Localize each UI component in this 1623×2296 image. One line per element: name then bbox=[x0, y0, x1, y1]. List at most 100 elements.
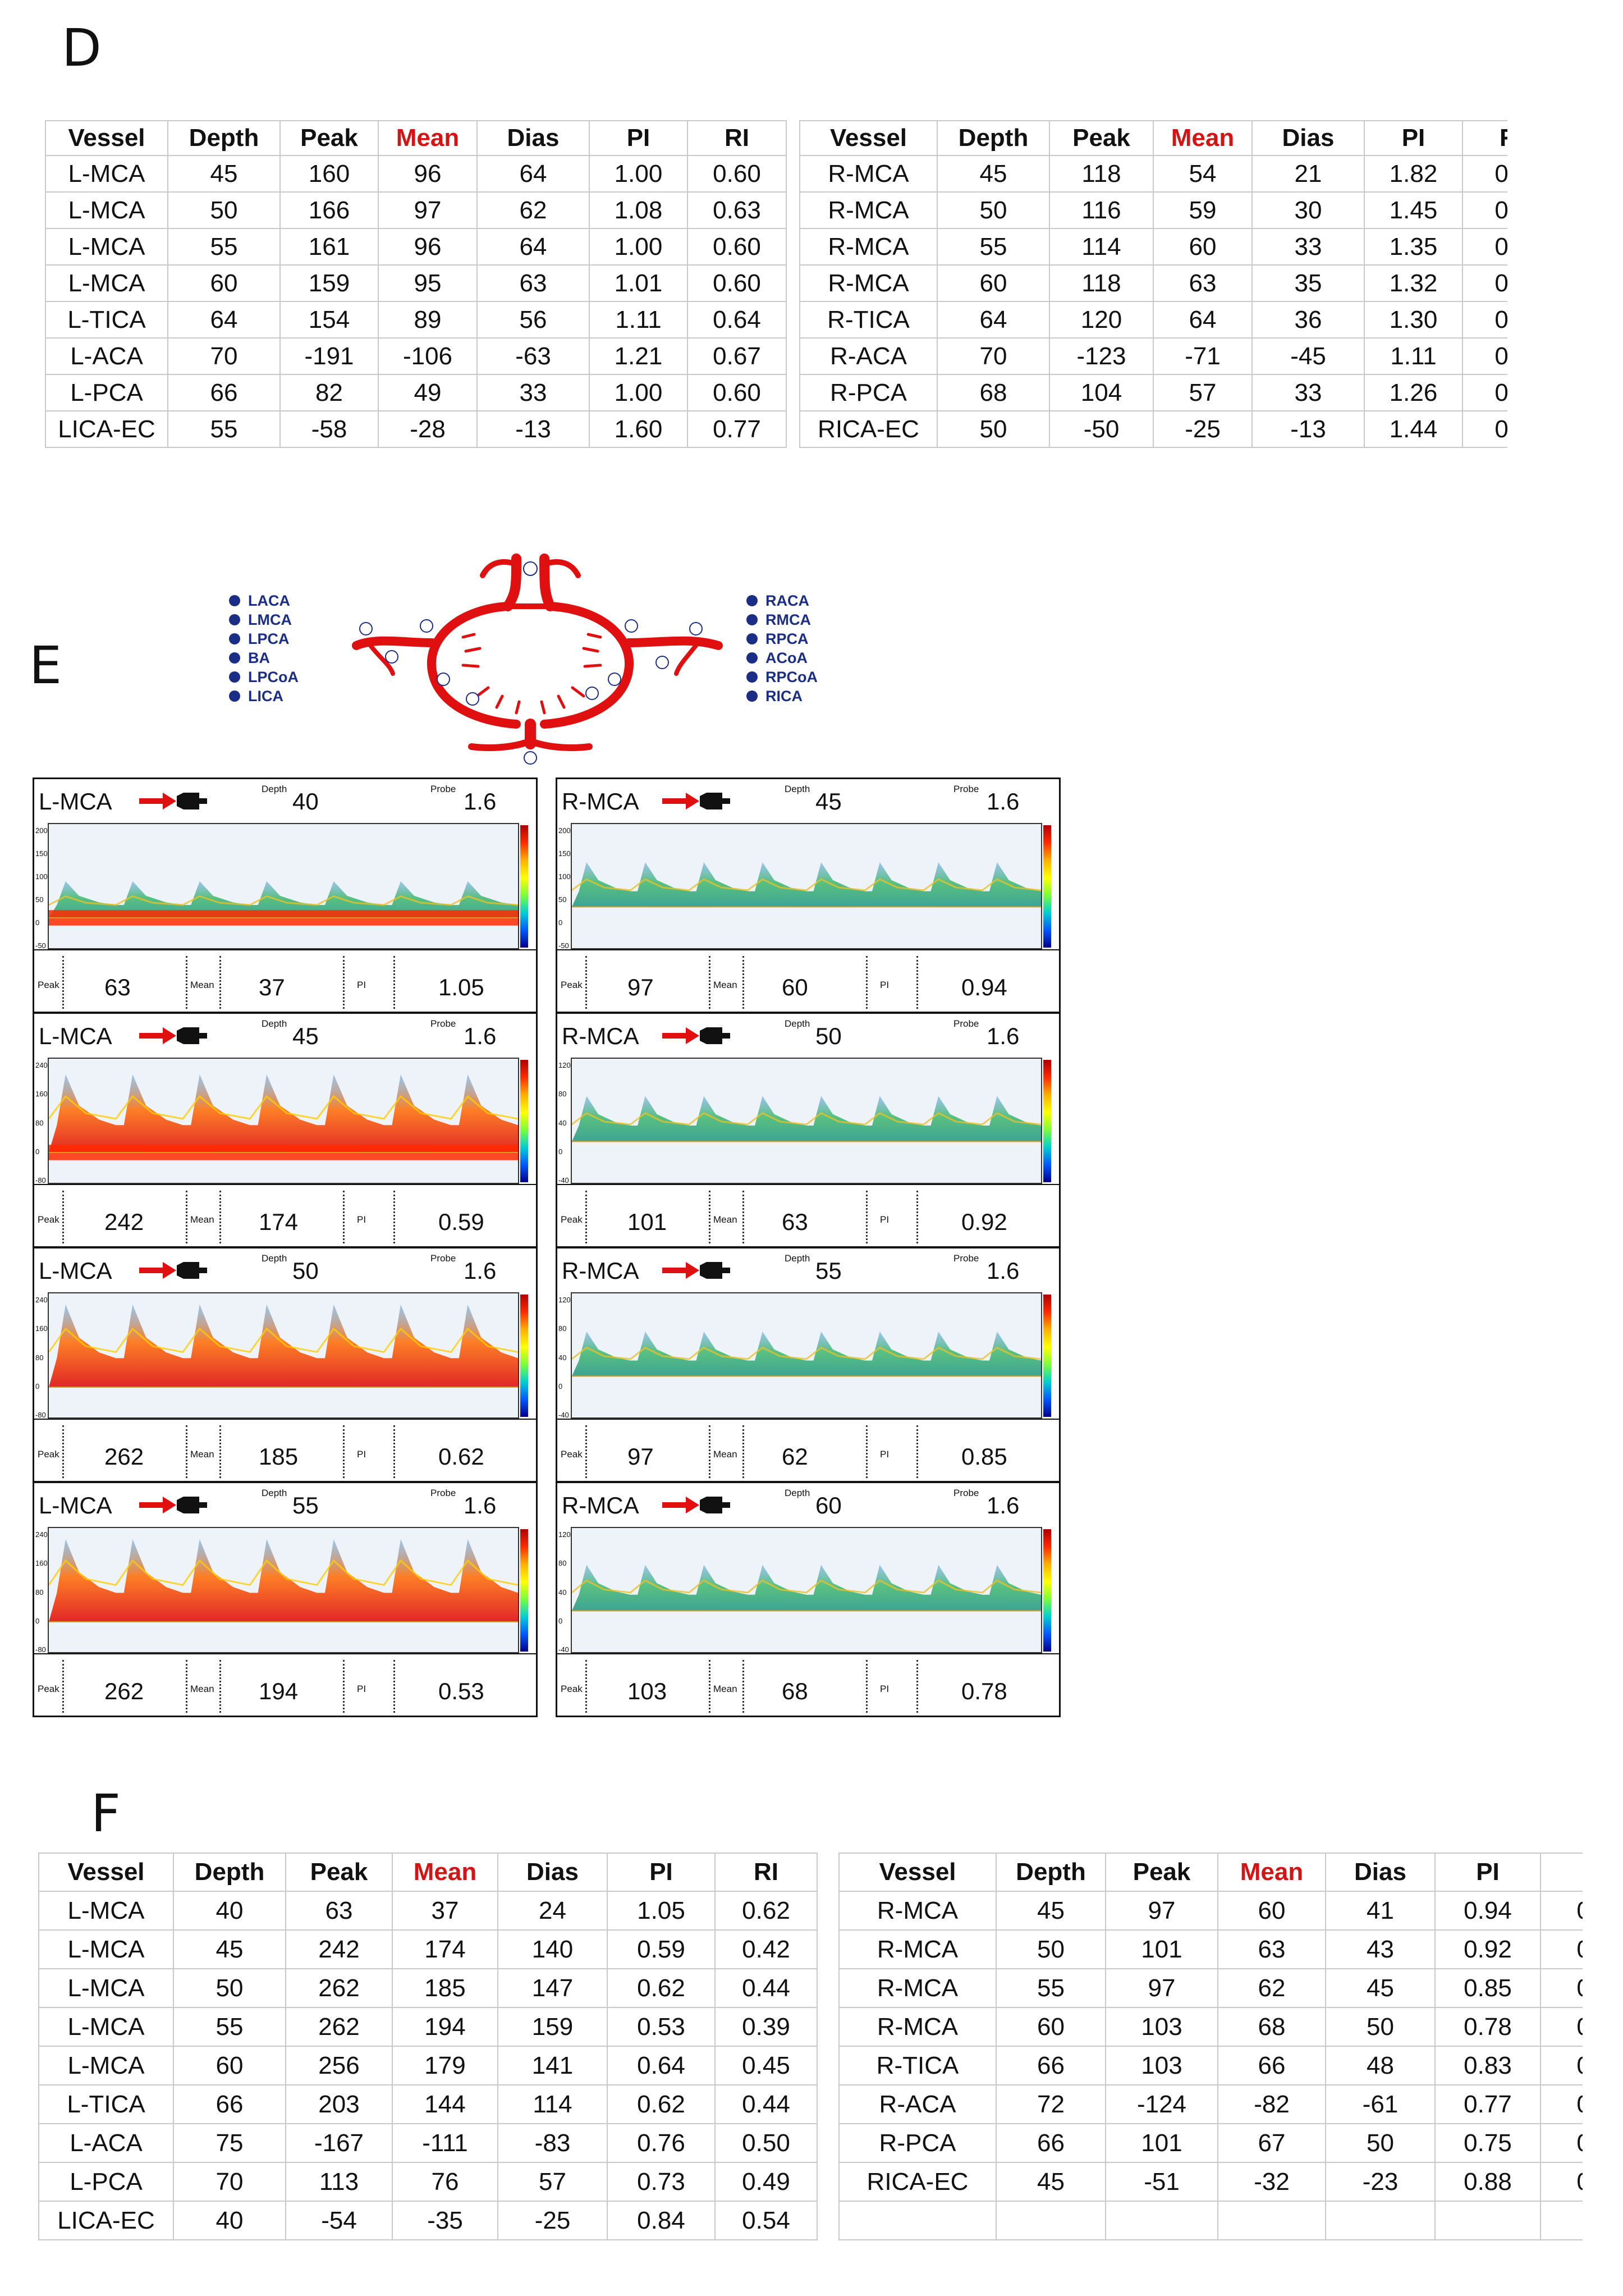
table-cell-dias: 141 bbox=[497, 2046, 608, 2085]
table-d-left: Vessel Depth Peak Mean Dias PI RI L-MCA 45 160 96 6… bbox=[45, 120, 787, 448]
table-cell-peak: 116 bbox=[1049, 191, 1154, 229]
legend-marker-icon bbox=[746, 614, 758, 625]
legend-item: BA bbox=[229, 648, 299, 667]
table-cell-ri: 0.5 bbox=[1540, 2046, 1583, 2085]
table-cell-ri: 0.6 bbox=[1462, 374, 1507, 411]
axis-tick-label: 80 bbox=[558, 1324, 567, 1333]
table-cell-pi: 1.21 bbox=[589, 337, 688, 375]
table-cell-vessel: LICA-EC bbox=[45, 410, 168, 448]
table-cell-mean: 185 bbox=[392, 1968, 498, 2008]
legend-item: LICA bbox=[229, 687, 299, 706]
probe-value: 1.6 bbox=[987, 788, 1020, 815]
probe-label: Probe bbox=[430, 1253, 456, 1264]
table-cell-ri: 0.49 bbox=[714, 2162, 818, 2202]
readout-separator bbox=[709, 1660, 710, 1713]
diagram-legend-left: LACA LMCA LPCA BA LPCoA LICA bbox=[229, 591, 299, 706]
table-cell-depth: 75 bbox=[173, 2123, 286, 2163]
table-cell-ri: 0.7 bbox=[1462, 301, 1507, 339]
doppler-panel: L-MCA Depth 45 Probe 1.6 240 160 80 0 -80 Peak 242… bbox=[33, 1012, 538, 1248]
table-cell-depth: 60 bbox=[167, 264, 281, 302]
readout-separator bbox=[866, 1660, 868, 1713]
table-cell-pi: 0.73 bbox=[607, 2162, 716, 2202]
pi-value: 0.94 bbox=[961, 974, 1007, 1000]
axis-tick-label: 0 bbox=[558, 1147, 563, 1156]
table-cell-depth: 55 bbox=[937, 228, 1050, 266]
axis-tick-label: 200 bbox=[558, 826, 571, 835]
table-cell-depth: 68 bbox=[937, 374, 1050, 411]
probe-label: Probe bbox=[953, 1488, 979, 1498]
readout-separator bbox=[709, 1425, 710, 1478]
table-cell-depth: 45 bbox=[996, 2162, 1106, 2202]
table-cell-ri: 0.50 bbox=[714, 2123, 818, 2163]
column-header-vessel: Vessel bbox=[838, 1853, 997, 1892]
table-cell-dias: -45 bbox=[1251, 337, 1365, 375]
pi-value: 0.78 bbox=[961, 1678, 1007, 1704]
doppler-panel: R-MCA Depth 60 Probe 1.6 120 80 40 0 -40 Peak 103 M… bbox=[556, 1481, 1061, 1717]
table-cell-pi: 0.76 bbox=[607, 2123, 716, 2163]
table-cell-depth: 55 bbox=[173, 2007, 286, 2047]
pi-value: 0.85 bbox=[961, 1443, 1007, 1470]
table-f-right-grid: VesselDepthPeakMeanDiasPIRIR-MCA45976041… bbox=[838, 1853, 1583, 2240]
legend-label: RPCA bbox=[765, 630, 809, 647]
table-cell-depth: 40 bbox=[173, 2201, 286, 2240]
table-cell-depth: 55 bbox=[167, 410, 281, 448]
table-cell-pi: 1.00 bbox=[589, 228, 688, 266]
table-cell-mean: -28 bbox=[378, 410, 478, 448]
flow-direction-arrow-icon bbox=[662, 1497, 699, 1513]
legend-label: LPCA bbox=[248, 630, 290, 647]
readout-separator bbox=[393, 956, 395, 1009]
table-cell-vessel: R-MCA bbox=[838, 1968, 997, 2008]
mean-label: Mean bbox=[713, 1214, 737, 1225]
table-cell-depth: 70 bbox=[173, 2162, 286, 2202]
vessel-name: L-MCA bbox=[39, 1492, 112, 1519]
vessel-name: R-MCA bbox=[562, 1492, 639, 1519]
table-cell-dias: -23 bbox=[1325, 2162, 1436, 2202]
table-row: L-TICA 64 154 89 56 1.11 0.64 bbox=[45, 301, 787, 339]
table-cell-ri: 0.62 bbox=[714, 1891, 818, 1931]
axis-tick-label: 150 bbox=[558, 849, 571, 858]
table-cell-mean: 54 bbox=[1153, 155, 1253, 193]
mean-label: Mean bbox=[190, 1449, 214, 1460]
pi-label: PI bbox=[880, 980, 890, 990]
axis-tick-label: 0 bbox=[558, 918, 563, 927]
table-cell-ri: 0.39 bbox=[714, 2007, 818, 2047]
table-cell-peak: -58 bbox=[279, 410, 379, 448]
legend-item: LPCoA bbox=[229, 667, 299, 687]
table-cell-pi: 1.00 bbox=[589, 374, 688, 411]
readout-separator bbox=[62, 1425, 64, 1478]
color-scale-bar bbox=[1043, 1060, 1051, 1182]
table-cell-dias: 33 bbox=[1251, 228, 1365, 266]
table-cell-ri: 0.7 bbox=[1462, 191, 1507, 229]
doppler-panel: R-MCA Depth 55 Probe 1.6 120 80 40 0 -40 Peak 97 Me… bbox=[556, 1247, 1061, 1483]
legend-marker-icon bbox=[746, 652, 758, 664]
table-cell-ri: 0.5 bbox=[1540, 2123, 1583, 2163]
readout-separator bbox=[343, 956, 345, 1009]
axis-tick-label: -50 bbox=[35, 941, 46, 950]
table-cell-depth: 60 bbox=[996, 2007, 1106, 2047]
table-cell-ri: 0.8 bbox=[1462, 155, 1507, 193]
table-cell-pi: 1.44 bbox=[1364, 410, 1463, 448]
table-cell-mean: 57 bbox=[1153, 374, 1253, 411]
table-row: L-MCA 45 160 96 64 1.00 0.60 bbox=[45, 155, 787, 193]
table-cell-peak: -124 bbox=[1105, 2084, 1218, 2124]
pi-value: 0.53 bbox=[438, 1678, 484, 1704]
axis-tick-label: 160 bbox=[35, 1324, 48, 1333]
table-cell-ri: 0.7 bbox=[1462, 264, 1507, 302]
table-cell-depth: 66 bbox=[996, 2046, 1106, 2085]
peak-label: Peak bbox=[38, 1449, 59, 1460]
flow-direction-arrow-icon bbox=[139, 1027, 176, 1044]
pi-label: PI bbox=[880, 1684, 890, 1694]
readout-separator bbox=[393, 1191, 395, 1243]
vessel-name: R-MCA bbox=[562, 1023, 639, 1049]
depth-value: 50 bbox=[815, 1023, 842, 1049]
table-cell-peak: 101 bbox=[1105, 1929, 1218, 1969]
table-cell-dias: 48 bbox=[1325, 2046, 1436, 2085]
panel-label-e: E bbox=[29, 635, 62, 696]
readout-separator bbox=[343, 1425, 345, 1478]
legend-item: RPCoA bbox=[746, 667, 818, 687]
table-cell-peak: 103 bbox=[1105, 2007, 1218, 2047]
table-cell-mean: 89 bbox=[378, 301, 478, 339]
probe-icon bbox=[700, 793, 730, 809]
table-cell-mean: 95 bbox=[378, 264, 478, 302]
